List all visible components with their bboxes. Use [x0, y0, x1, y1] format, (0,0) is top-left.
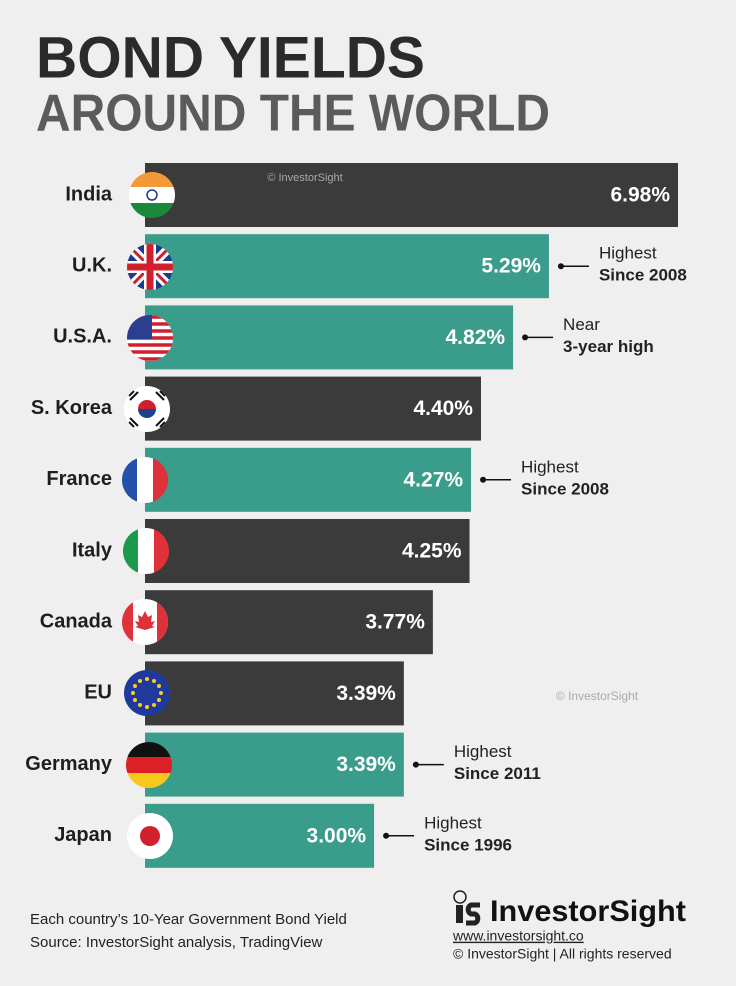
title-line-1: BOND YIELDS	[36, 25, 425, 90]
annotation: Since 2011	[454, 764, 541, 783]
flags	[122, 172, 175, 859]
category-label: U.K.	[72, 254, 112, 276]
brand: InvestorSight	[490, 895, 686, 928]
annotation: Since 2008	[521, 479, 609, 498]
title-line-2: AROUND THE WORLD	[36, 85, 550, 143]
watermark: © InvestorSight	[267, 172, 342, 184]
category-label: Italy	[72, 539, 113, 561]
annotation-dot	[412, 761, 419, 768]
watermark: © InvestorSight	[556, 689, 639, 703]
note: Source: InvestorSight analysis, TradingV…	[30, 934, 323, 951]
category-label: India	[65, 183, 113, 205]
bar	[145, 590, 433, 655]
annotation: Near	[563, 315, 600, 334]
annotation-dot	[383, 832, 390, 839]
value-label: 5.29%	[481, 255, 541, 278]
bar	[145, 376, 481, 441]
bar	[145, 661, 404, 726]
category-label: Japan	[54, 824, 112, 846]
bar	[145, 732, 404, 797]
annotation: Since 2008	[599, 266, 687, 285]
bar	[145, 803, 375, 868]
annotation-dot	[557, 263, 564, 270]
category-label: Canada	[40, 610, 113, 632]
annotation-dot	[522, 334, 529, 341]
annotation-dot	[480, 476, 487, 483]
value-label: 3.39%	[336, 753, 396, 776]
annotation: Highest	[424, 813, 482, 832]
category-label: EU	[84, 682, 112, 704]
annotation: 3-year high	[563, 337, 654, 356]
annotation: Highest	[454, 742, 512, 761]
value-label: 6.98%	[610, 184, 670, 207]
bar	[145, 234, 549, 299]
value-label: 4.40%	[413, 397, 473, 420]
brand-logo	[453, 890, 481, 926]
annotation: Since 1996	[424, 835, 512, 854]
bar	[145, 519, 470, 583]
value-label: 3.00%	[307, 824, 367, 847]
bar	[145, 447, 472, 512]
category-label: U.S.A.	[53, 326, 112, 348]
note: Each country’s 10-Year Government Bond Y…	[30, 911, 347, 928]
value-label: 4.27%	[404, 468, 464, 491]
value-label: 3.39%	[336, 682, 396, 705]
bar	[145, 305, 514, 370]
value-label: 4.82%	[446, 326, 506, 349]
bar	[145, 163, 678, 227]
value-label: 4.25%	[402, 540, 462, 563]
url: www.investorsight.co	[452, 928, 584, 944]
category-label: France	[46, 468, 112, 490]
annotation: Highest	[599, 244, 657, 263]
value-label: 3.77%	[365, 611, 425, 634]
category-label: S. Korea	[31, 397, 113, 419]
rights: © InvestorSight | All rights reserved	[453, 946, 672, 962]
category-label: Germany	[25, 753, 113, 775]
annotation: Highest	[521, 457, 579, 476]
